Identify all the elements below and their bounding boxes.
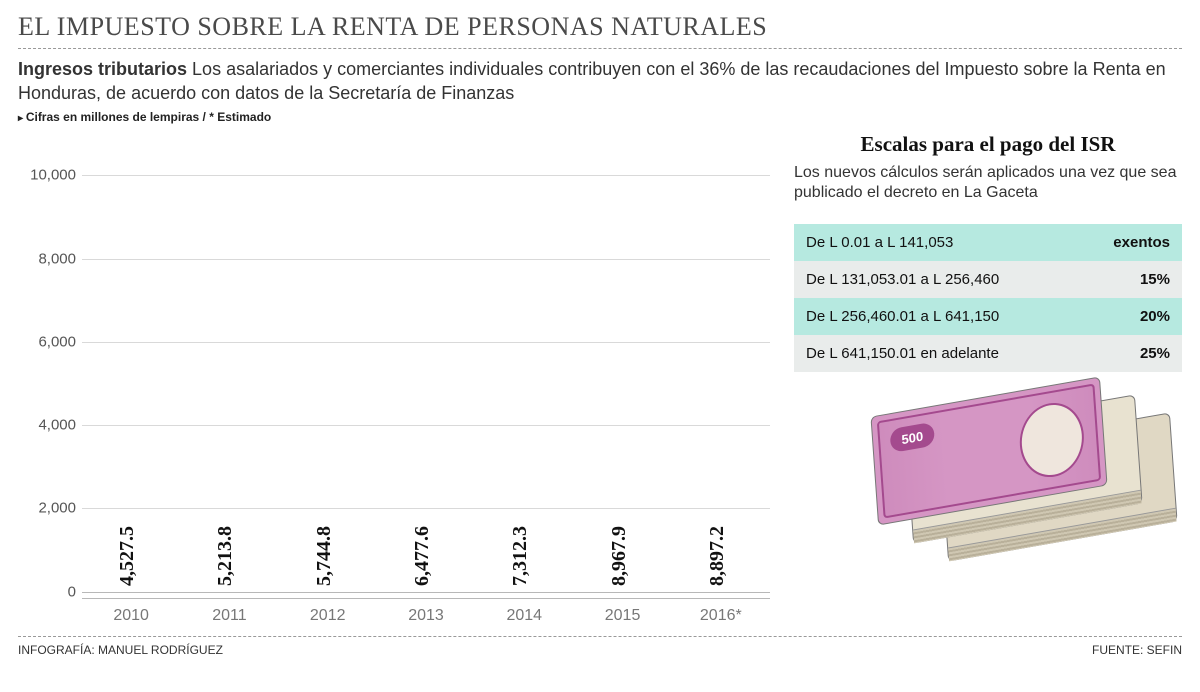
- footer: INFOGRAFÍA: MANUEL RODRÍGUEZ FUENTE: SEF…: [18, 636, 1182, 657]
- y-tick-label: 2,000: [18, 500, 76, 517]
- bill-portrait: [1017, 398, 1086, 482]
- scale-row: De L 641,150.01 en adelante 25%: [794, 335, 1182, 372]
- scale-rate: 15%: [1140, 271, 1170, 288]
- y-tick-label: 10,000: [18, 167, 76, 184]
- bill-denom: 500: [890, 422, 936, 453]
- y-tick-label: 6,000: [18, 333, 76, 350]
- scale-range: De L 256,460.01 a L 641,150: [806, 308, 999, 325]
- scale-row: De L 131,053.01 a L 256,460 15%: [794, 261, 1182, 298]
- subtitle: Ingresos tributarios Los asalariados y c…: [18, 57, 1182, 106]
- money-illustration: 500: [794, 392, 1182, 532]
- y-tick-label: 8,000: [18, 250, 76, 267]
- bar-chart: 4,527.55,213.85,744.86,477.67,312.38,967…: [18, 128, 778, 628]
- subtitle-text: Los asalariados y comerciantes individua…: [18, 59, 1166, 103]
- scale-range: De L 0.01 a L 141,053: [806, 234, 953, 251]
- footer-source: FUENTE: SEFIN: [1092, 643, 1182, 657]
- page-title: EL IMPUESTO SOBRE LA RENTA DE PERSONAS N…: [18, 12, 1182, 49]
- scale-rate: 20%: [1140, 308, 1170, 325]
- y-tick-label: 0: [18, 583, 76, 600]
- subtitle-lead: Ingresos tributarios: [18, 59, 187, 79]
- main-content: 4,527.55,213.85,744.86,477.67,312.38,967…: [18, 128, 1182, 628]
- y-tick-label: 4,000: [18, 417, 76, 434]
- scales-panel: Escalas para el pago del ISR Los nuevos …: [794, 128, 1182, 628]
- scale-rate: exentos: [1113, 234, 1170, 251]
- scales-desc: Los nuevos cálculos serán aplicados una …: [794, 163, 1182, 205]
- chart-note: Cifras en millones de lempiras / * Estim…: [18, 110, 1182, 124]
- footer-credit: INFOGRAFÍA: MANUEL RODRÍGUEZ: [18, 643, 223, 657]
- scales-table: De L 0.01 a L 141,053 exentos De L 131,053…: [794, 224, 1182, 372]
- scale-row: De L 0.01 a L 141,053 exentos: [794, 224, 1182, 261]
- scale-range: De L 641,150.01 en adelante: [806, 345, 999, 362]
- scale-rate: 25%: [1140, 345, 1170, 362]
- scale-row: De L 256,460.01 a L 641,150 20%: [794, 298, 1182, 335]
- scale-range: De L 131,053.01 a L 256,460: [806, 271, 999, 288]
- scales-title: Escalas para el pago del ISR: [794, 132, 1182, 157]
